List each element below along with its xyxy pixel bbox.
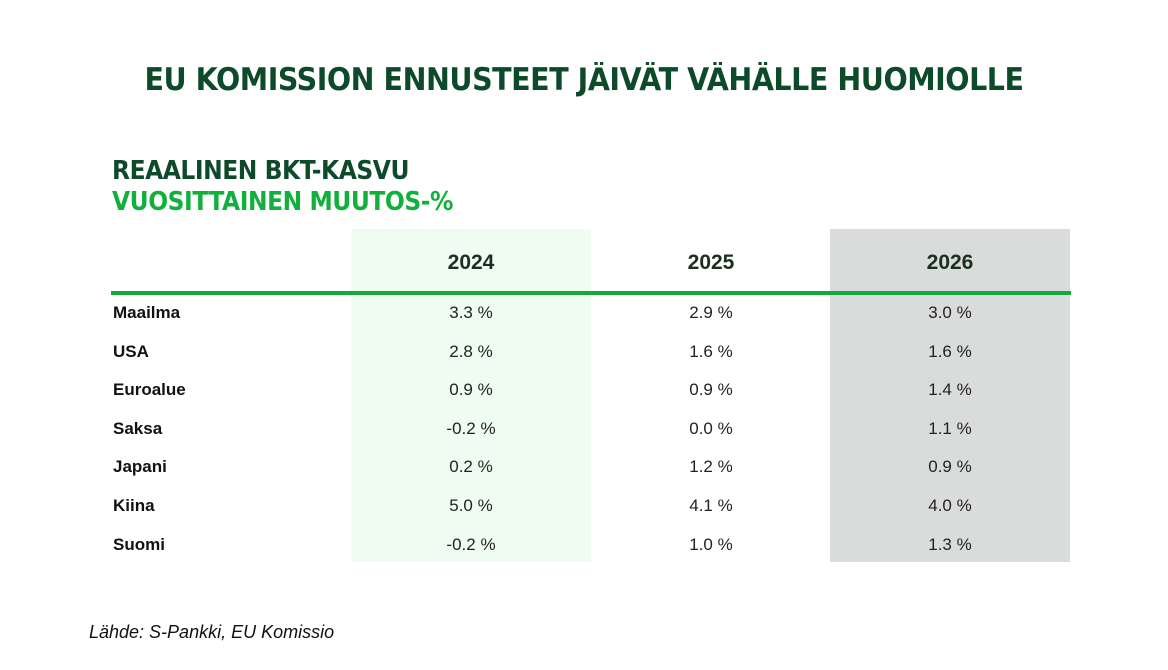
- table-row: Kiina 5.0 % 4.1 % 4.0 %: [111, 488, 1071, 527]
- row-label: Kiina: [113, 495, 155, 515]
- source-note: Lähde: S-Pankki, EU Komissio: [89, 622, 335, 642]
- column-highlight-2026: [830, 229, 1070, 562]
- cell-value: 4.0 %: [928, 495, 972, 515]
- cell-value: 1.4 %: [928, 380, 972, 400]
- table-row: Euroalue 0.9 % 0.9 % 1.4 %: [111, 372, 1071, 411]
- row-label: Euroalue: [113, 380, 186, 400]
- cell-value: -0.2 %: [446, 418, 496, 438]
- table-row: Maailma 3.3 % 2.9 % 3.0 %: [111, 295, 1071, 334]
- cell-value: 5.0 %: [449, 495, 493, 515]
- cell-value: -0.2 %: [446, 534, 496, 554]
- cell-value: 2.8 %: [449, 341, 493, 361]
- cell-value: 0.9 %: [928, 457, 972, 477]
- cell-value: 1.6 %: [928, 341, 972, 361]
- row-label: Suomi: [113, 534, 165, 554]
- cell-value: 1.2 %: [689, 457, 733, 477]
- page-title: EU KOMISSION ENNUSTEET JÄIVÄT VÄHÄLLE HU…: [144, 62, 1024, 98]
- cell-value: 3.3 %: [449, 303, 493, 322]
- cell-value: 0.9 %: [689, 380, 733, 400]
- row-label: Japani: [113, 457, 167, 477]
- cell-value: 3.0 %: [928, 303, 972, 322]
- column-highlight-2024: [351, 229, 591, 562]
- cell-value: 4.1 %: [689, 495, 733, 515]
- cell-value: 0.0 %: [689, 418, 733, 438]
- table-row: USA 2.8 % 1.6 % 1.6 %: [111, 334, 1071, 373]
- cell-value: 1.1 %: [928, 418, 972, 438]
- cell-value: 0.2 %: [449, 457, 493, 477]
- table-row: Saksa -0.2 % 0.0 % 1.1 %: [111, 411, 1071, 450]
- column-header-2026: 2026: [926, 251, 974, 274]
- gdp-table-body: Maailma 3.3 % 2.9 % 3.0 % USA 2.8 % 1.6 …: [111, 295, 1071, 565]
- table-row: Suomi -0.2 % 1.0 % 1.3 %: [111, 527, 1071, 566]
- table-subtitle: VUOSITTAINEN MUUTOS-%: [112, 187, 454, 217]
- row-label: Saksa: [113, 418, 163, 438]
- cell-value: 1.0 %: [689, 534, 733, 554]
- table-title: REAALINEN BKT-KASVU: [112, 156, 409, 186]
- header-row: 2024 2025 2026: [111, 229, 1071, 292]
- row-label: USA: [113, 341, 149, 361]
- column-header-2024: 2024: [447, 251, 495, 274]
- cell-value: 1.6 %: [689, 341, 733, 361]
- cell-value: 2.9 %: [689, 303, 733, 322]
- gdp-table-header: 2024 2025 2026: [111, 229, 1071, 292]
- cell-value: 0.9 %: [449, 380, 493, 400]
- column-header-2025: 2025: [687, 251, 735, 274]
- row-label: Maailma: [113, 303, 181, 322]
- cell-value: 1.3 %: [928, 534, 972, 554]
- table-row: Japani 0.2 % 1.2 % 0.9 %: [111, 449, 1071, 488]
- header-divider: [111, 291, 1071, 295]
- table-heading: REAALINEN BKT-KASVU VUOSITTAINEN MUUTOS-…: [112, 156, 453, 218]
